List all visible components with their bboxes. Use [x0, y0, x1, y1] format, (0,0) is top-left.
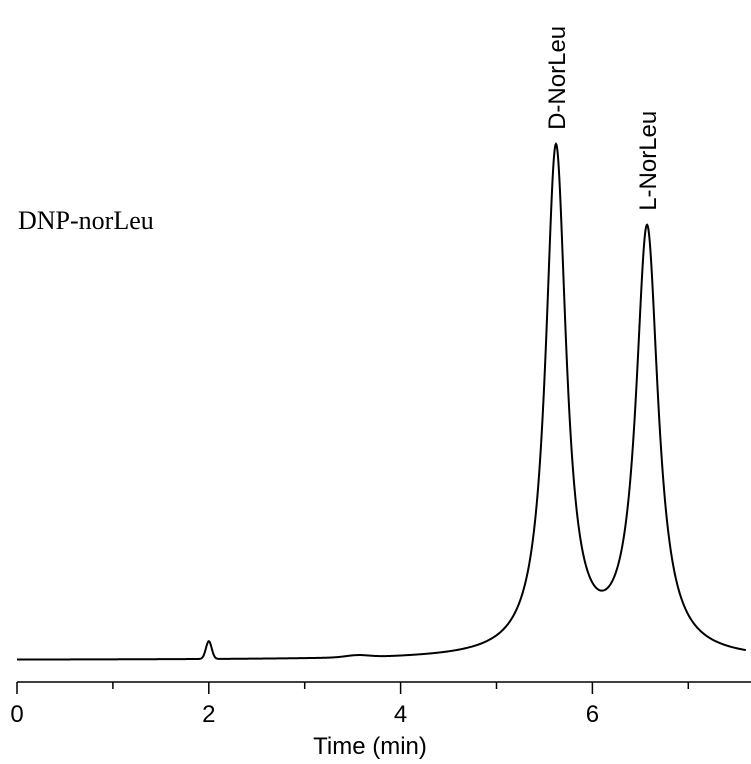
x-axis-label: Time (min)	[313, 733, 427, 760]
x-tick-label: 2	[202, 701, 215, 728]
peak-label-d-norleu: D-NorLeu	[544, 26, 571, 130]
x-tick-label: 0	[10, 701, 23, 728]
x-tick-label: 4	[394, 701, 407, 728]
sample-title: DNP-norLeu	[18, 206, 154, 235]
x-tick-label: 6	[586, 701, 599, 728]
x-axis-ticks: 0 2 4 6	[10, 682, 690, 728]
peak-label-l-norleu: L-NorLeu	[635, 111, 662, 211]
chromatogram-trace	[16, 142, 747, 661]
peak-labels: D-NorLeu L-NorLeu	[544, 26, 662, 211]
